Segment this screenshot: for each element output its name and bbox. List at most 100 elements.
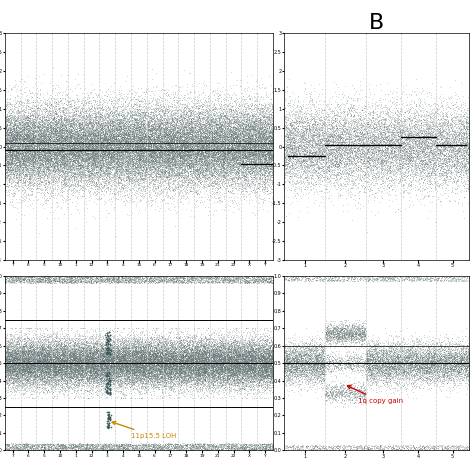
Point	[132, 135, 140, 143]
Point	[412, 190, 419, 198]
Point	[163, 145, 171, 152]
Point	[24, 113, 32, 120]
Point	[463, 170, 470, 177]
Point	[197, 129, 205, 137]
Point	[139, 143, 147, 150]
Point	[7, 165, 15, 173]
Point	[183, 358, 191, 365]
Point	[29, 371, 36, 379]
Point	[175, 354, 182, 362]
Point	[127, 185, 134, 192]
Point	[45, 154, 52, 162]
Point	[122, 366, 130, 374]
Point	[58, 383, 65, 391]
Point	[15, 361, 22, 369]
Point	[82, 367, 89, 374]
Point	[155, 148, 162, 156]
Point	[215, 172, 223, 179]
Point	[163, 149, 170, 157]
Point	[164, 444, 172, 452]
Point	[265, 168, 273, 176]
Point	[217, 123, 224, 130]
Point	[224, 166, 232, 173]
Point	[206, 155, 214, 162]
Point	[184, 151, 191, 159]
Point	[52, 144, 59, 152]
Point	[185, 107, 192, 115]
Point	[8, 142, 16, 149]
Point	[48, 364, 55, 372]
Point	[355, 328, 363, 335]
Point	[354, 123, 362, 130]
Point	[141, 375, 148, 383]
Point	[429, 151, 437, 158]
Point	[27, 366, 34, 374]
Point	[151, 171, 158, 179]
Point	[243, 171, 250, 179]
Point	[64, 368, 72, 375]
Point	[54, 363, 61, 371]
Point	[327, 197, 334, 204]
Point	[210, 162, 218, 169]
Point	[23, 163, 31, 170]
Point	[141, 343, 149, 350]
Point	[237, 147, 245, 155]
Point	[199, 359, 206, 367]
Point	[464, 139, 472, 147]
Point	[249, 135, 257, 142]
Point	[88, 355, 95, 362]
Point	[27, 346, 35, 354]
Point	[439, 158, 447, 166]
Point	[218, 121, 226, 128]
Point	[381, 273, 389, 281]
Point	[43, 127, 51, 135]
Point	[117, 109, 124, 117]
Point	[189, 358, 197, 365]
Point	[43, 139, 51, 146]
Point	[361, 325, 369, 332]
Point	[78, 149, 85, 157]
Point	[184, 352, 191, 360]
Point	[55, 370, 63, 377]
Point	[3, 444, 10, 452]
Point	[160, 107, 168, 114]
Point	[164, 118, 172, 126]
Point	[422, 273, 430, 280]
Point	[55, 123, 63, 131]
Point	[410, 133, 418, 140]
Point	[166, 129, 174, 137]
Point	[5, 380, 12, 387]
Point	[24, 128, 31, 135]
Point	[380, 352, 388, 360]
Point	[237, 154, 245, 162]
Point	[423, 92, 430, 100]
Point	[331, 362, 339, 369]
Point	[207, 158, 215, 165]
Point	[162, 128, 169, 135]
Point	[44, 358, 52, 366]
Point	[448, 363, 456, 371]
Point	[9, 150, 16, 157]
Point	[10, 356, 18, 364]
Point	[9, 273, 17, 280]
Point	[88, 174, 95, 182]
Point	[91, 365, 99, 373]
Point	[307, 161, 315, 169]
Point	[334, 442, 341, 450]
Point	[111, 358, 118, 366]
Point	[46, 333, 53, 340]
Point	[143, 363, 150, 371]
Point	[9, 369, 17, 376]
Point	[59, 135, 67, 142]
Point	[305, 357, 312, 365]
Point	[85, 442, 93, 450]
Point	[456, 129, 464, 137]
Point	[151, 111, 158, 118]
Point	[157, 353, 164, 360]
Point	[134, 136, 142, 143]
Point	[269, 131, 276, 139]
Point	[86, 362, 94, 370]
Point	[67, 345, 74, 353]
Point	[237, 144, 245, 152]
Point	[289, 155, 297, 163]
